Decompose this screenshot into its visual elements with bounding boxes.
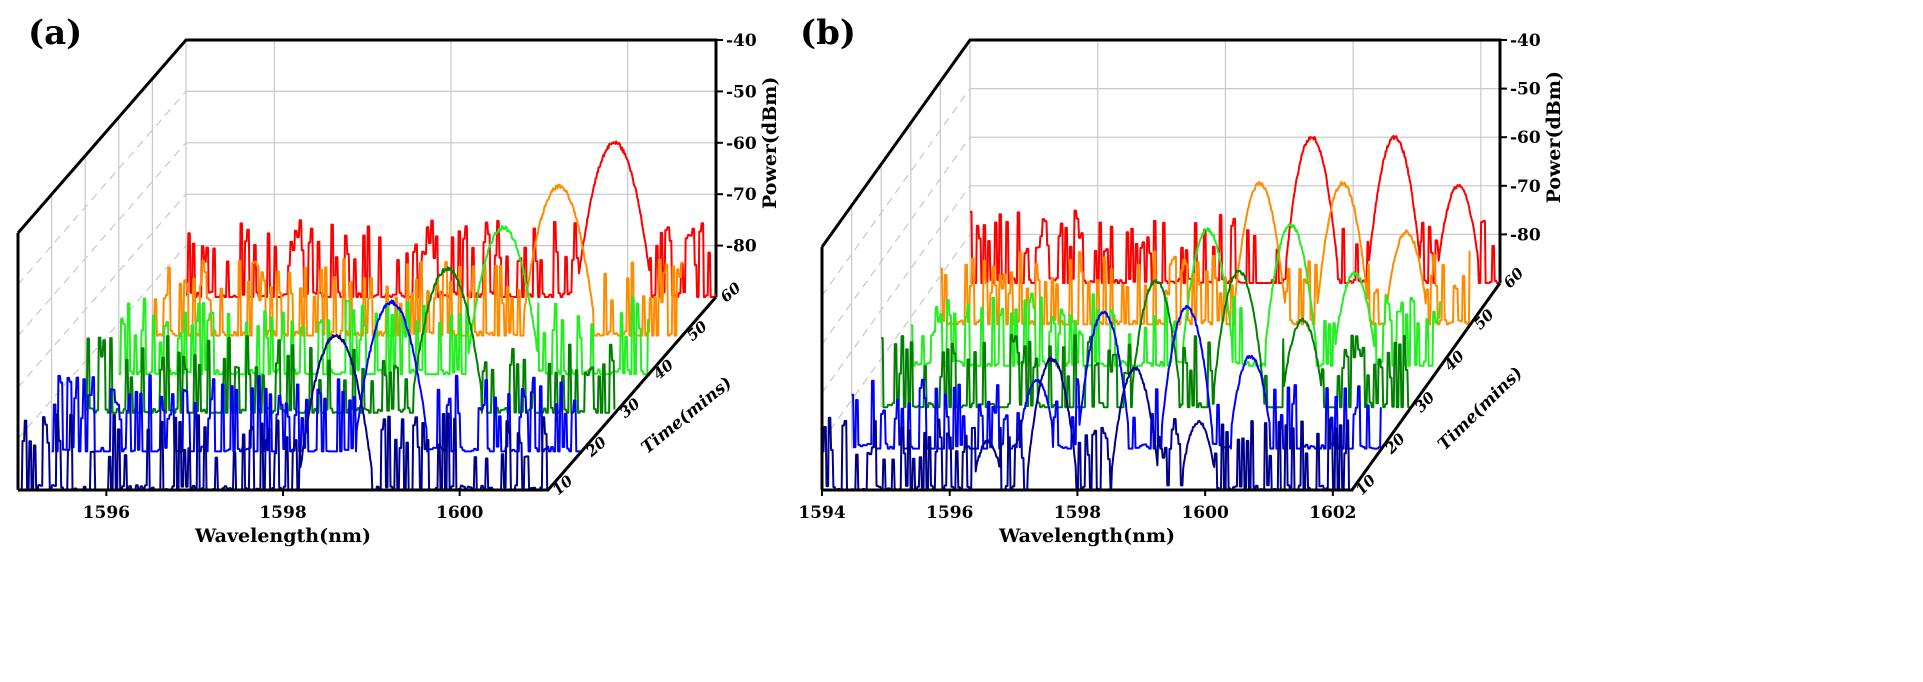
y-tick-label: -70 bbox=[1510, 177, 1541, 197]
time-tick-label: 40 bbox=[650, 356, 678, 384]
time-tick-label: 60 bbox=[1500, 264, 1528, 292]
panel-label: (b) bbox=[800, 13, 856, 53]
time-tick-label: 10 bbox=[549, 471, 577, 499]
x-axis-title: Wavelength(nm) bbox=[194, 525, 371, 547]
trace-30-mins bbox=[881, 269, 1412, 409]
chart-panel-a: 1596 1598 1600 Wavelength(nm) -40 -50 -60 -70 -8… bbox=[16, 13, 781, 547]
x-tick-label: 1598 bbox=[1054, 503, 1101, 523]
panel-label: (a) bbox=[28, 13, 82, 53]
x-tick-label: 1594 bbox=[798, 503, 845, 523]
box-back-frame bbox=[16, 38, 718, 297]
x-tick-label: 1596 bbox=[926, 503, 973, 523]
y-tick-label: -80 bbox=[1510, 225, 1541, 245]
y-tick-label: -80 bbox=[726, 237, 757, 257]
trace-40-mins bbox=[118, 224, 649, 376]
y-axis-title: Power(dBm) bbox=[759, 77, 781, 209]
trace-20-mins bbox=[51, 299, 582, 453]
box-floor-frame bbox=[18, 296, 718, 492]
trace-20-mins bbox=[851, 305, 1382, 450]
y-tick-label: -60 bbox=[1510, 128, 1541, 148]
x-tick-label: 1600 bbox=[436, 503, 483, 523]
x-tick-label: 1600 bbox=[1181, 503, 1228, 523]
x-tick-label: 1596 bbox=[83, 503, 130, 523]
y-axis-title: Power(dBm) bbox=[1543, 71, 1565, 203]
y-tick-label: -40 bbox=[1510, 31, 1541, 51]
x-tick-label: 1602 bbox=[1309, 503, 1356, 523]
box-back-frame bbox=[820, 38, 1502, 283]
time-tick-label: 60 bbox=[717, 278, 745, 306]
time-tick-label: 10 bbox=[1352, 471, 1380, 499]
trace-50-mins bbox=[152, 183, 683, 337]
time-tick-label: 50 bbox=[683, 317, 711, 345]
y-tick-label: -70 bbox=[726, 185, 757, 205]
time-tick-label: 20 bbox=[582, 433, 611, 461]
x-axis-title: Wavelength(nm) bbox=[998, 525, 1175, 547]
y-tick-label: -50 bbox=[1510, 80, 1541, 100]
chart-panel-b: 1594 1596 1598 1600 1602 Wavelength(nm) -40 -50… bbox=[798, 13, 1565, 547]
time-axis-title: Time(mins) bbox=[638, 373, 736, 458]
box-floor-frame bbox=[822, 282, 1502, 492]
trace-40-mins bbox=[910, 223, 1441, 367]
time-tick-label: 30 bbox=[1411, 388, 1439, 416]
y-tick-label: -60 bbox=[726, 134, 757, 154]
back-wall-grid bbox=[821, 39, 1500, 490]
x-tick-label: 1598 bbox=[259, 503, 306, 523]
time-tick-label: 30 bbox=[616, 394, 644, 422]
time-tick-label: 40 bbox=[1441, 347, 1469, 375]
y-tick-label: -40 bbox=[726, 31, 757, 51]
trace-60-mins bbox=[969, 135, 1501, 284]
time-tick-label: 20 bbox=[1381, 429, 1410, 458]
time-axis-title: Time(mins) bbox=[1434, 363, 1527, 455]
time-tick-label: 50 bbox=[1470, 305, 1498, 333]
y-tick-label: -50 bbox=[726, 82, 757, 102]
